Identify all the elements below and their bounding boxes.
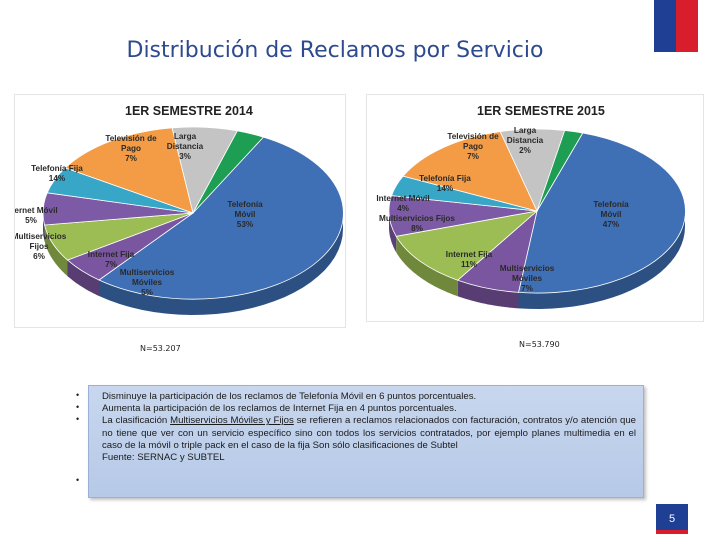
- n-label-2014: N=53.207: [140, 344, 181, 353]
- slice-label-name: Televisión de: [105, 134, 157, 143]
- slice-label-name: Internet Fija: [446, 250, 493, 259]
- slice-label-name: Internet Móvil: [15, 206, 58, 215]
- slide-title: Distribución de Reclamos por Servicio: [126, 38, 544, 63]
- page-number: 5: [656, 504, 688, 534]
- pie-side: [99, 213, 343, 315]
- slice-label-name: Larga: [174, 132, 197, 141]
- pie-slice: [518, 132, 686, 294]
- slice-label-name: Internet Móvil: [376, 194, 429, 203]
- slice-label-value: 7%: [467, 152, 480, 161]
- bullet-marker: •: [76, 402, 80, 412]
- n-label-2015: N=53.790: [519, 340, 560, 349]
- slice-label-value: 5%: [25, 216, 38, 225]
- slice-label-name: Telefonía: [593, 200, 629, 209]
- slice-label-name: Telefonía Fija: [419, 174, 471, 183]
- slice-label-name: Fijos: [29, 242, 49, 251]
- pie-slice: [192, 130, 265, 214]
- slice-label-value: 7%: [125, 154, 138, 163]
- notes-box: [88, 385, 644, 498]
- slice-label-name: Móvil: [235, 210, 256, 219]
- pie-slice: [395, 210, 539, 281]
- page-number-accent: [656, 530, 688, 534]
- slice-label-name: Pago: [463, 142, 483, 151]
- slice-label-value: 14%: [49, 174, 66, 183]
- slice-label-name: Móvil: [601, 210, 622, 219]
- chart-title: 1ER SEMESTRE 2015: [477, 104, 605, 118]
- pie-side: [457, 280, 519, 309]
- pie-side: [44, 225, 68, 277]
- bullet-marker: •: [76, 475, 80, 485]
- note-prefix: La clasificación: [102, 415, 171, 427]
- slice-label-name: Móviles: [512, 274, 542, 283]
- note-item: La clasificación Multiservicios Móviles …: [102, 415, 636, 452]
- pie-side: [67, 260, 99, 296]
- pie-side: [518, 210, 685, 309]
- slice-label-name: Multiservicios: [15, 232, 67, 241]
- flag-red-block: [676, 0, 698, 52]
- pie-slice: [64, 127, 194, 214]
- note-underlined: Multiservicios Móviles y Fijos: [170, 415, 294, 427]
- slice-label-name: Pago: [121, 144, 141, 153]
- slice-label-name: Televisión de: [447, 132, 499, 141]
- slice-label-value: 14%: [437, 184, 454, 193]
- note-item: Disminuye la participación de los reclam…: [102, 391, 477, 402]
- slice-label-name: Larga: [514, 126, 537, 135]
- chart-title: 1ER SEMESTRE 2014: [125, 104, 253, 118]
- slice-label-value: 5%: [141, 288, 154, 297]
- note-item: Fuente: SERNAC y SUBTEL: [102, 452, 225, 464]
- notes-list: Disminuye la participación de los reclam…: [102, 391, 636, 464]
- slice-label-value: 47%: [603, 220, 620, 229]
- slice-label-name: Distancia: [507, 136, 544, 145]
- pie-slice: [536, 130, 584, 212]
- slice-label-name: Multiservicios Fijos: [379, 214, 455, 223]
- slice-label-name: Telefonía Fija: [31, 164, 83, 173]
- slice-label-name: Multiservicios: [500, 264, 555, 273]
- slice-label-name: Internet Fija: [88, 250, 135, 259]
- slice-label-value: 7%: [521, 284, 534, 293]
- slice-label-value: 2%: [519, 146, 532, 155]
- flag-blue-block: [654, 0, 676, 52]
- note-item: Aumenta la participación de los reclamos…: [102, 403, 457, 415]
- slice-label-value: 6%: [33, 252, 46, 261]
- bullet-marker: •: [76, 390, 80, 400]
- note-suffix: se refieren a reclamos relacionados con …: [102, 415, 636, 451]
- pie-slice: [402, 131, 538, 212]
- bullet-marker: •: [76, 414, 80, 424]
- pie-slice: [98, 136, 344, 300]
- slice-label-name: Distancia: [167, 142, 204, 151]
- pie-side: [389, 210, 397, 253]
- slice-label-value: 7%: [105, 260, 118, 269]
- slice-label-name: Multiservicios: [120, 268, 175, 277]
- slice-label-name: Móviles: [132, 278, 162, 287]
- slice-label-value: 3%: [179, 152, 192, 161]
- pie-chart-2014: 1ER SEMESTRE 2014 Telefonía Móvil 53% Multis…: [14, 94, 346, 328]
- slice-label-name: Telefonía: [227, 200, 263, 209]
- slice-label-value: 4%: [397, 204, 410, 213]
- pie-chart-2015: 1ER SEMESTRE 2015 Telefonía Móvil 47% Multis…: [366, 94, 704, 322]
- slice-label-value: 11%: [461, 260, 478, 269]
- slice-label-value: 8%: [411, 224, 424, 233]
- slice-label-value: 53%: [237, 220, 254, 229]
